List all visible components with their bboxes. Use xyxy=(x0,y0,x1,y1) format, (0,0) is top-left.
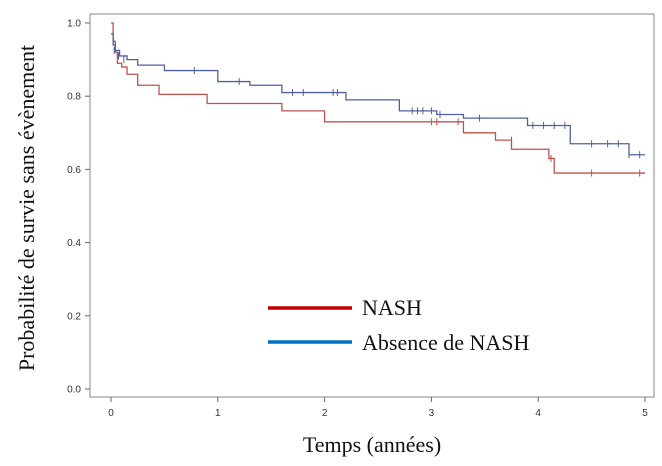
x-tick-label: 1 xyxy=(215,408,221,419)
series-line-absence-nash xyxy=(111,33,645,156)
plot-frame xyxy=(89,13,655,398)
censor-marks xyxy=(113,46,641,177)
y-tick-label: 1.0 xyxy=(67,19,81,30)
x-axis-ticks: 0 1 2 3 4 5 xyxy=(108,397,648,419)
x-axis-title: Temps (années) xyxy=(303,432,441,457)
legend-label-absence-nash: Absence de NASH xyxy=(362,330,530,355)
y-tick-label: 0.8 xyxy=(67,92,81,103)
legend: NASH Absence de NASH xyxy=(268,295,530,355)
y-axis-title: Probabilité de survie sans évènement xyxy=(14,45,39,371)
y-tick-label: 0.0 xyxy=(67,385,81,396)
x-tick-label: 2 xyxy=(322,408,328,419)
x-tick-label: 4 xyxy=(535,408,541,419)
y-tick-label: 0.6 xyxy=(67,165,81,176)
survival-curves xyxy=(111,22,645,174)
legend-label-nash: NASH xyxy=(362,295,422,320)
x-tick-label: 3 xyxy=(429,408,435,419)
x-tick-label: 0 xyxy=(108,408,114,419)
y-axis-ticks: 0.0 0.2 0.4 0.6 0.8 1.0 xyxy=(67,19,90,396)
y-tick-label: 0.4 xyxy=(67,238,81,249)
series-line-nash xyxy=(111,22,645,174)
y-tick-label: 0.2 xyxy=(67,311,81,322)
x-tick-label: 5 xyxy=(642,408,648,419)
